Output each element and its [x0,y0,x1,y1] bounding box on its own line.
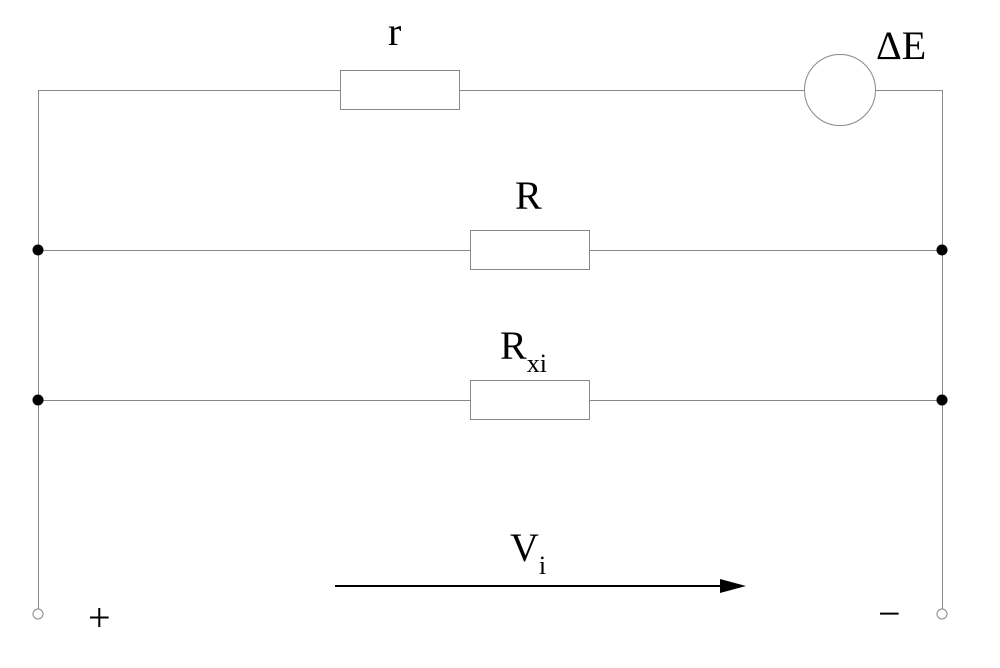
wire-mid-left [38,250,470,251]
resistor-R [470,230,590,270]
circuit-diagram: r R Rxi ΔE Vi + − [0,0,1000,668]
label-Rxi-sub: xi [527,349,547,378]
label-r: r [388,8,401,55]
wire-mid-right [590,250,943,251]
wire-low-right [590,400,943,401]
label-plus: + [88,594,111,641]
label-minus: − [878,590,901,637]
label-deltaE: ΔE [876,22,926,69]
wire-left-vertical [38,90,39,614]
vi-arrow-head [720,579,746,593]
wire-top-mid [460,90,804,91]
node-right-mid [937,245,948,256]
wire-top-right [876,90,943,91]
wire-low-left [38,400,470,401]
label-Vi-sub: i [539,551,546,580]
node-left-mid [33,245,44,256]
vi-arrow-line [335,585,720,587]
label-Rxi: Rxi [500,322,547,375]
node-right-low [937,395,948,406]
wire-right-vertical [942,90,943,614]
label-Vi-base: V [510,525,539,570]
label-Vi: Vi [510,524,546,577]
terminal-plus [33,609,44,620]
source-deltaE [804,54,876,126]
terminal-minus [937,609,948,620]
node-left-low [33,395,44,406]
wire-top-left [38,90,340,91]
label-R: R [515,172,542,219]
label-Rxi-base: R [500,323,527,368]
resistor-r [340,70,460,110]
resistor-Rxi [470,380,590,420]
